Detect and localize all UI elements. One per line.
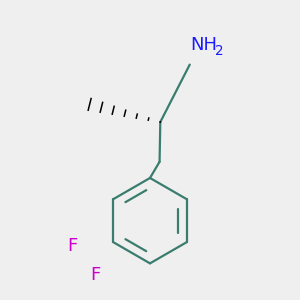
Text: F: F <box>67 237 77 255</box>
Text: F: F <box>90 266 101 284</box>
Text: NH: NH <box>190 37 217 55</box>
Text: 2: 2 <box>215 44 224 58</box>
